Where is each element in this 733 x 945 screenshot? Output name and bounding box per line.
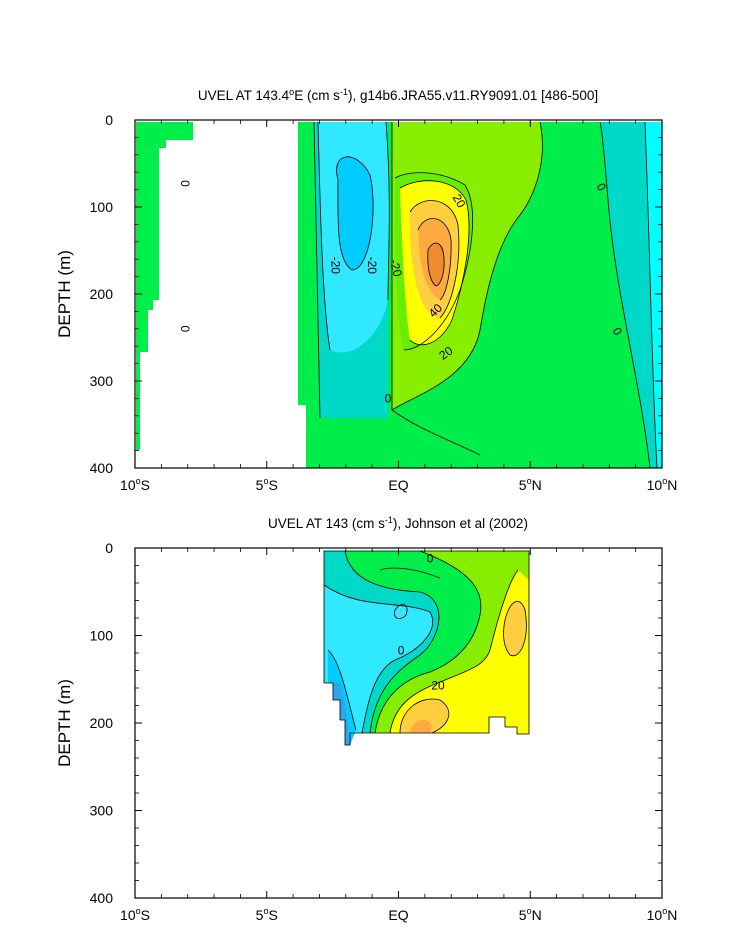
contour-label: -20 [365,257,379,275]
panel-title: UVEL AT 143.4oE (cm s-1), g14b6.JRA55.v1… [198,87,598,103]
y-tick-label: 200 [90,286,114,302]
fill-neg20-30 [336,156,374,270]
y-axis-label: DEPTH (m) [55,679,74,767]
contour-lines [313,121,658,468]
contour-label: 0 [427,552,434,566]
x-tick-label: 10oN [647,906,678,923]
x-tick-label: 5oN [519,906,542,923]
x-tick-label: 10oS [120,476,150,493]
y-tick-label: 100 [90,628,114,644]
contour-lines [323,550,530,746]
contour-fill [324,551,529,745]
contour-label: 0 [385,391,392,405]
contour-fill [136,122,662,468]
fill-20-30 [390,570,529,734]
y-tick-label: 100 [90,199,114,215]
y-tick-label: 0 [105,112,113,128]
x-tick-label: 5oN [519,476,542,493]
contour-label: 20 [431,678,445,692]
y-tick-label: 200 [90,715,114,731]
fill-west-strip [136,122,193,450]
fill-neg-central [600,122,662,468]
x-tick-label: EQ [388,477,408,493]
contour-label: 0 [178,325,192,332]
fill-neg30 [333,683,350,745]
y-tick-label: 0 [105,540,113,556]
panel-title: UVEL AT 143 (cm s-1), Johnson et al (200… [268,515,528,531]
y-tick-label: 400 [90,460,114,476]
contour-label: -20 [387,258,405,279]
y-tick-label: 400 [90,890,114,906]
fill-50-plus [427,243,445,286]
x-tick-label: 10oN [647,476,678,493]
x-tick-label: 5oS [256,906,278,923]
x-tick-label: EQ [388,907,408,923]
fill-30-40-deep [400,699,449,733]
contour-label: 0 [398,643,405,657]
panel-observed: UVEL AT 143 (cm s-1), Johnson et al (200… [55,515,677,923]
contour-label: 0 [178,180,192,187]
x-tick-label: 5oS [256,476,278,493]
y-axis-label: DEPTH (m) [55,250,74,338]
x-tick-label: 10oS [120,906,150,923]
y-tick-label: 300 [90,803,114,819]
fill-neg10-20 [324,585,433,745]
contour-labels: 0 0 20 [398,552,445,693]
fill-40-50-deep [410,719,432,733]
y-tick-label: 300 [90,373,114,389]
panel-model: UVEL AT 143.4oE (cm s-1), g14b6.JRA55.v1… [55,87,677,493]
contour-label: 20 [450,192,469,211]
contour-label: -20 [328,257,342,275]
fill-30-40 [503,601,527,656]
